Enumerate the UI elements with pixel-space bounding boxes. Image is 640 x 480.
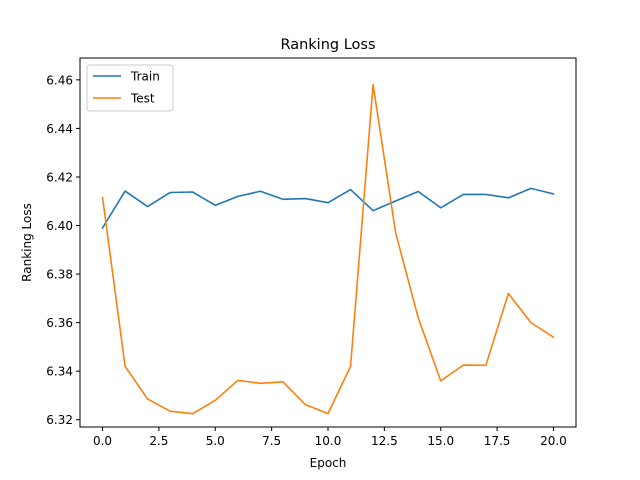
x-axis-label: Epoch [310, 456, 347, 470]
x-tick-label: 12.5 [371, 434, 398, 448]
y-axis-label: Ranking Loss [20, 203, 34, 282]
x-tick-label: 5.0 [206, 434, 225, 448]
y-axis: 6.32 6.34 6.36 6.38 6.40 6.42 6.44 6.46 [46, 73, 80, 427]
y-tick-label: 6.40 [46, 219, 73, 233]
legend-label-train: Train [130, 70, 160, 84]
y-tick-label: 6.42 [46, 170, 73, 184]
series-line-test [101, 83, 555, 415]
legend-box [86, 64, 174, 112]
x-tick-label: 7.5 [262, 434, 281, 448]
series-layer [101, 83, 555, 415]
legend: Train Test [86, 64, 174, 112]
x-tick-label: 10.0 [315, 434, 342, 448]
y-tick-label: 6.32 [46, 413, 73, 427]
y-tick-label: 6.38 [46, 268, 73, 282]
x-axis: 0.0 2.5 5.0 7.5 10.0 12.5 15.0 17.5 20.0 [93, 427, 567, 448]
plot-frame [79, 57, 577, 428]
legend-label-test: Test [130, 92, 155, 106]
y-tick-label: 6.36 [46, 316, 73, 330]
y-tick-label: 6.46 [46, 73, 73, 87]
x-tick-label: 20.0 [540, 434, 567, 448]
y-tick-label: 6.44 [46, 122, 73, 136]
plot-area [79, 57, 577, 428]
y-tick-label: 6.34 [46, 365, 73, 379]
series-line-train [101, 187, 555, 230]
x-tick-label: 2.5 [149, 434, 168, 448]
chart-title: Ranking Loss [280, 37, 375, 53]
x-tick-label: 17.5 [484, 434, 511, 448]
x-tick-label: 15.0 [427, 434, 454, 448]
x-tick-label: 0.0 [93, 434, 112, 448]
